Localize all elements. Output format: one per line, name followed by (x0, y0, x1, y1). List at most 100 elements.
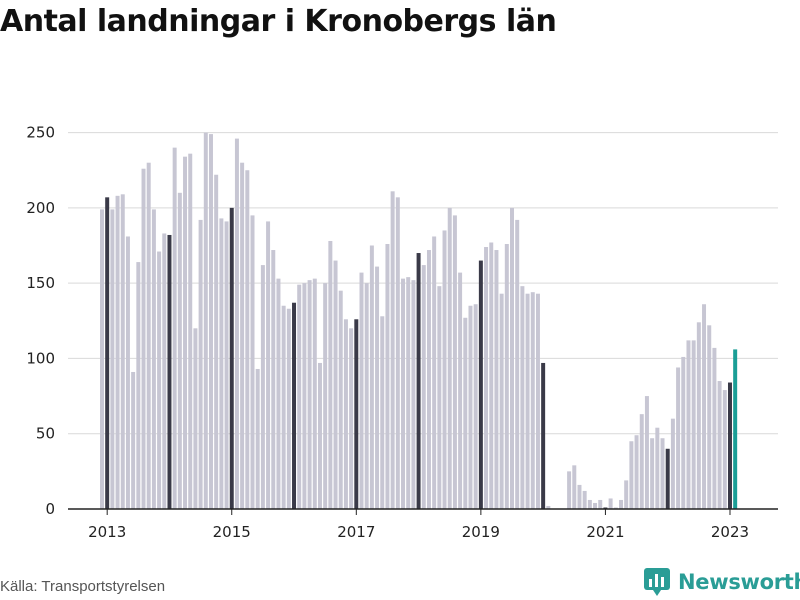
bar (494, 250, 499, 509)
bar (520, 286, 525, 509)
bar (317, 362, 322, 509)
y-tick-label: 150 (26, 274, 55, 292)
bar (375, 266, 380, 509)
bar (359, 272, 364, 509)
bar (115, 195, 120, 510)
bar (421, 265, 426, 509)
bar (162, 233, 167, 509)
bar (364, 283, 369, 509)
bar (478, 260, 483, 509)
bar (468, 305, 473, 509)
bar (634, 435, 639, 509)
bar (727, 382, 732, 509)
bar (229, 207, 234, 509)
bar (349, 328, 354, 509)
bar (447, 207, 452, 509)
bar (717, 381, 722, 509)
bar (385, 244, 390, 509)
bar (644, 396, 649, 509)
bar (105, 197, 110, 509)
x-tick-label: 2015 (213, 523, 251, 541)
bar (686, 340, 691, 509)
bar (177, 192, 182, 509)
bar (619, 499, 623, 509)
bar (183, 156, 188, 509)
bar (255, 368, 260, 509)
bar (390, 191, 395, 509)
bar (458, 272, 463, 509)
bar (401, 278, 406, 509)
y-tick-label: 50 (36, 425, 55, 443)
bar (131, 371, 136, 509)
bar (297, 284, 302, 509)
bars (100, 132, 738, 510)
bar (432, 236, 437, 510)
bar (484, 247, 489, 510)
bar (452, 215, 457, 509)
bar (240, 162, 245, 509)
bar (577, 484, 582, 509)
bar (125, 236, 130, 510)
annotations: 106 (724, 0, 756, 5)
bar (639, 414, 644, 509)
bar (266, 221, 271, 509)
bar (681, 356, 686, 509)
bar (281, 305, 286, 509)
bar (198, 219, 203, 509)
newsworthy-logo-icon (644, 568, 670, 596)
y-tick-label: 0 (45, 500, 55, 518)
bar (722, 390, 727, 509)
bar (146, 162, 151, 509)
bar (208, 134, 213, 509)
y-tick-label: 100 (26, 349, 55, 367)
bar (110, 209, 115, 509)
bar (541, 362, 546, 509)
bar (702, 304, 707, 509)
bar (151, 209, 156, 509)
bar (515, 219, 520, 509)
bar (442, 230, 447, 510)
bar (426, 250, 431, 509)
bar (120, 194, 125, 509)
bar (665, 448, 670, 509)
x-tick-label: 2019 (462, 523, 500, 541)
bar (613, 507, 618, 509)
brand-logo[interactable]: Newsworthy (644, 568, 800, 596)
bar (157, 251, 162, 509)
bar (510, 207, 514, 509)
bar (380, 316, 385, 509)
bar (608, 498, 613, 509)
bar (624, 480, 629, 509)
bar (525, 293, 530, 509)
bar (406, 277, 411, 509)
bar (530, 292, 535, 509)
bar (650, 438, 655, 509)
bar (416, 253, 421, 509)
bar (250, 215, 255, 509)
bar (271, 250, 276, 509)
bar (100, 209, 104, 509)
bar (593, 502, 598, 509)
bar (354, 319, 359, 509)
bar (696, 322, 701, 509)
bar (629, 441, 634, 509)
bar (333, 260, 338, 509)
bar (167, 234, 172, 509)
bar (338, 290, 343, 509)
x-tick-label: 2021 (586, 523, 624, 541)
bar (691, 340, 696, 509)
bar (276, 278, 281, 509)
bar (572, 465, 577, 509)
y-axis-ticks: 0 50 100 150 200 250 (26, 124, 55, 518)
bar (546, 505, 551, 509)
bar (136, 262, 141, 509)
bar (172, 147, 177, 509)
bar (307, 280, 312, 509)
source-label: Källa: Transportstyrelsen (0, 578, 166, 595)
bar (395, 197, 400, 509)
y-tick-label: 200 (26, 199, 55, 217)
bar (670, 418, 675, 509)
bar (655, 427, 660, 509)
x-tick-label: 2013 (88, 523, 126, 541)
bar (343, 319, 348, 509)
